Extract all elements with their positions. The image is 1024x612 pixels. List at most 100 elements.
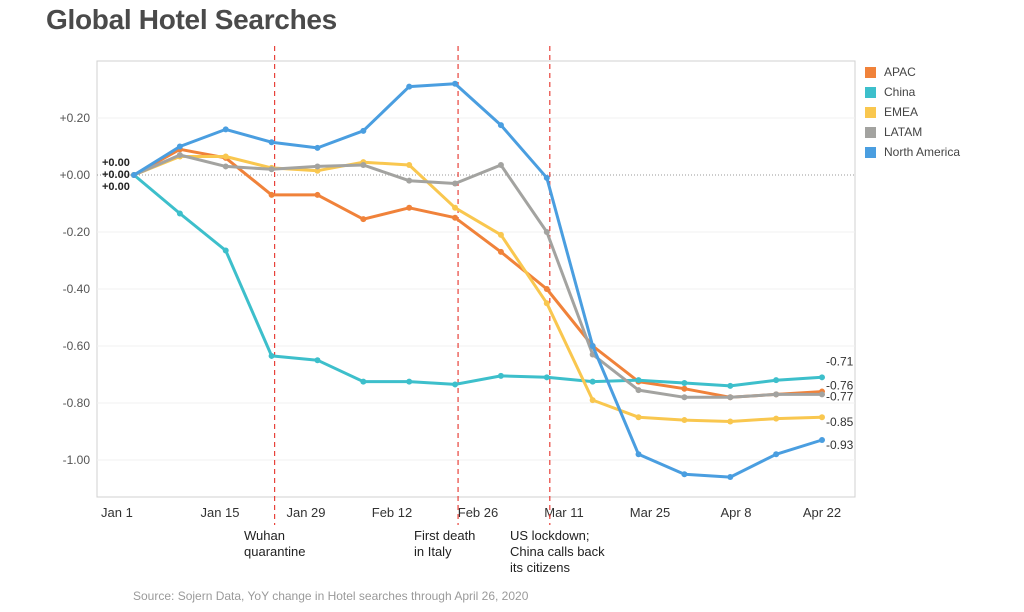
data-point (819, 437, 825, 444)
plot-frame (96, 60, 856, 498)
data-point (497, 231, 504, 238)
chart-title: Global Hotel Searches (46, 4, 337, 35)
legend-item: North America (865, 142, 960, 162)
data-point (222, 247, 229, 254)
data-point (543, 300, 550, 307)
data-point (452, 381, 459, 388)
legend-label: China (884, 85, 916, 99)
data-point (543, 374, 550, 381)
data-point (727, 394, 734, 401)
end-value-label: -0.77 (826, 389, 854, 403)
data-point (176, 152, 183, 159)
data-point (452, 214, 459, 221)
data-point (727, 474, 734, 481)
legend-label: LATAM (884, 125, 923, 139)
y-tick-label: -0.20 (63, 225, 91, 239)
data-point (131, 171, 137, 178)
legend-swatch (865, 146, 876, 158)
data-point (497, 248, 504, 255)
data-point (727, 418, 734, 425)
start-value-label: +0.00 (102, 157, 130, 169)
series-line-emea (132, 155, 824, 423)
data-point (543, 228, 550, 235)
data-point (314, 357, 321, 364)
data-point (635, 377, 642, 384)
data-point (543, 174, 550, 181)
event-annotation: First death in Italy (414, 528, 476, 559)
end-value-label: -0.93 (826, 438, 854, 452)
data-point (406, 177, 413, 184)
y-tick-label: -1.00 (63, 453, 91, 467)
x-tick-label: Apr 8 (720, 505, 751, 520)
data-point (681, 394, 688, 401)
data-point (681, 471, 688, 478)
data-point (360, 378, 367, 385)
end-value-label: -0.85 (826, 415, 854, 429)
series-line-apac (132, 147, 824, 399)
data-point (268, 139, 275, 146)
data-point (406, 162, 413, 169)
legend-label: APAC (884, 65, 916, 79)
data-point (819, 414, 825, 421)
data-point (589, 378, 596, 385)
series-line-china (132, 173, 824, 388)
data-point (314, 191, 321, 198)
data-point (268, 352, 275, 359)
data-point (176, 143, 183, 150)
data-point (360, 127, 367, 134)
data-point (452, 180, 459, 187)
data-point (635, 414, 642, 421)
event-annotation: US lockdown; China calls back its citize… (510, 528, 605, 575)
data-point (635, 451, 642, 458)
x-tick-label: Mar 25 (630, 505, 670, 520)
data-point (452, 80, 459, 87)
data-point (222, 153, 229, 160)
data-point (819, 391, 825, 398)
data-point (497, 162, 504, 169)
data-point (314, 163, 321, 170)
data-point (452, 204, 459, 211)
x-tick-label: Mar 11 (544, 505, 584, 520)
y-tick-label: -0.40 (63, 282, 91, 296)
x-tick-label: Feb 12 (372, 505, 412, 520)
y-tick-label: +0.20 (60, 111, 91, 125)
data-point (406, 378, 413, 385)
data-point (727, 382, 734, 389)
data-point (360, 162, 367, 169)
start-value-label: +0.00 (102, 181, 130, 193)
y-tick-label: +0.00 (60, 168, 91, 182)
data-point (497, 372, 504, 379)
data-point (360, 216, 367, 223)
data-point (681, 380, 688, 387)
legend-item: LATAM (865, 122, 960, 142)
legend-swatch (865, 86, 876, 98)
end-value-label: -0.71 (826, 354, 854, 368)
data-point (222, 126, 229, 133)
legend-item: China (865, 82, 960, 102)
data-point (222, 163, 229, 170)
data-point (268, 166, 275, 173)
data-point (773, 377, 780, 384)
data-point (497, 122, 504, 129)
data-point (406, 83, 413, 90)
legend-item: EMEA (865, 102, 960, 122)
data-point (268, 191, 275, 198)
data-point (543, 285, 550, 292)
data-point (314, 167, 321, 174)
legend-swatch (865, 106, 876, 118)
legend-label: EMEA (884, 105, 919, 119)
data-point (681, 417, 688, 424)
legend-swatch (865, 126, 876, 138)
data-point (589, 342, 596, 349)
legend: APAC China EMEA LATAM North America (865, 62, 960, 162)
x-tick-label: Apr 22 (803, 505, 841, 520)
data-point (314, 144, 321, 151)
event-annotation: Wuhan quarantine (244, 528, 306, 559)
legend-label: North America (884, 145, 961, 159)
start-value-label: +0.00 (102, 169, 130, 181)
series-line-north-america (132, 82, 824, 479)
y-tick-label: -0.80 (63, 396, 91, 410)
x-tick-label: Jan 29 (286, 505, 325, 520)
legend-item: APAC (865, 62, 960, 82)
